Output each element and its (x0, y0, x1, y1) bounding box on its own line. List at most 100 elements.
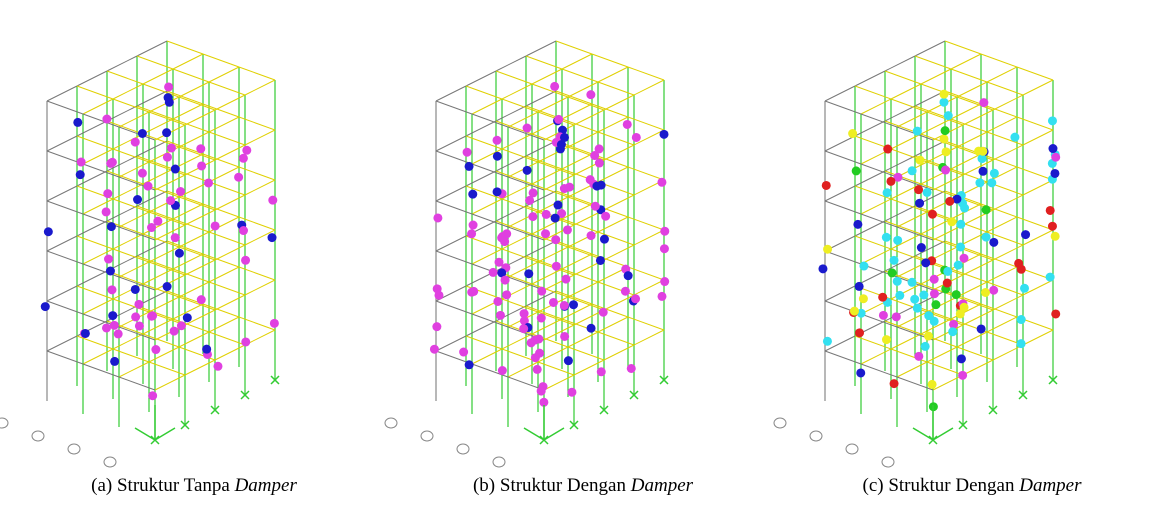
hinge (493, 297, 502, 306)
hinge (44, 227, 53, 236)
beam (981, 54, 1017, 67)
beam (215, 295, 245, 310)
hinge (952, 290, 961, 299)
hinge (930, 275, 939, 284)
hinge (895, 291, 904, 300)
beam (604, 145, 634, 160)
beam (562, 54, 592, 69)
hinge (892, 312, 901, 321)
hinge (948, 327, 957, 336)
hinge (660, 227, 669, 236)
grid-bubble (457, 444, 469, 454)
beam (891, 134, 921, 149)
beam (179, 132, 209, 147)
hinge (660, 277, 669, 286)
hinge (939, 134, 948, 143)
hinge (1050, 169, 1059, 178)
beam (927, 147, 957, 162)
hinge (915, 199, 924, 208)
beam (239, 67, 275, 80)
beam (598, 317, 628, 332)
hinge (943, 267, 952, 276)
beam (137, 91, 167, 106)
hinge (924, 332, 933, 341)
beam (604, 95, 634, 110)
beam (993, 295, 1023, 310)
beam (137, 141, 167, 156)
hinge (921, 258, 930, 267)
hinge (560, 332, 569, 341)
beam (472, 99, 502, 114)
beam (113, 234, 143, 249)
hinge (944, 111, 953, 120)
hinge (463, 148, 472, 157)
beam (825, 86, 855, 101)
beam (634, 330, 664, 345)
hinge (882, 335, 891, 344)
beam (436, 236, 466, 251)
beam (957, 332, 987, 347)
beam (149, 297, 179, 312)
beam (47, 136, 77, 151)
hinge (41, 302, 50, 311)
hinge (888, 268, 897, 277)
beam (245, 180, 275, 195)
beam (137, 56, 173, 69)
hinge (166, 196, 175, 205)
hinge (270, 319, 279, 328)
grid-bubble (68, 444, 80, 454)
beam (855, 121, 885, 136)
hinge (535, 349, 544, 358)
hinge (908, 278, 917, 287)
hinge (657, 178, 666, 187)
beam (167, 41, 203, 54)
beam (963, 110, 993, 125)
hinge (823, 337, 832, 346)
hinge (459, 348, 468, 357)
beam (951, 154, 981, 169)
beam (897, 312, 927, 327)
hinge (564, 356, 573, 365)
beam (245, 280, 275, 295)
beam (562, 154, 592, 169)
grid-bubble (421, 431, 433, 441)
hinge (941, 166, 950, 175)
hinge (196, 144, 205, 153)
beam (143, 84, 179, 97)
beam (526, 91, 556, 106)
figure: (a) Struktur Tanpa Damper (b) Struktur D… (0, 0, 1166, 520)
caption-text: (b) Struktur Dengan (473, 475, 626, 496)
hinge (569, 300, 578, 309)
hinge (242, 146, 251, 155)
beam (987, 67, 1017, 82)
hinge (468, 190, 477, 199)
hinge (164, 82, 173, 91)
hinge (818, 264, 827, 273)
hinge (982, 233, 991, 242)
hinge (565, 183, 574, 192)
hinge (960, 204, 969, 213)
hinge (878, 293, 887, 302)
hinge (465, 360, 474, 369)
hinge (954, 261, 963, 270)
beam (628, 67, 664, 80)
beam (897, 362, 927, 377)
hinge (882, 233, 891, 242)
hinge (73, 118, 82, 127)
beam (562, 254, 592, 269)
hinge (596, 256, 605, 265)
structure-models (0, 0, 1166, 470)
hinge (1048, 144, 1057, 153)
beam (179, 97, 215, 110)
beam (83, 99, 113, 114)
beam (215, 195, 245, 210)
caption-text: (a) Struktur Tanpa (91, 475, 230, 496)
hinge (519, 324, 528, 333)
hinge (987, 178, 996, 187)
hinge (131, 138, 140, 147)
beam (113, 84, 143, 99)
hinge (102, 207, 111, 216)
caption-emphasis: Damper (1019, 475, 1081, 496)
hinge (960, 303, 969, 312)
beam (544, 375, 574, 390)
